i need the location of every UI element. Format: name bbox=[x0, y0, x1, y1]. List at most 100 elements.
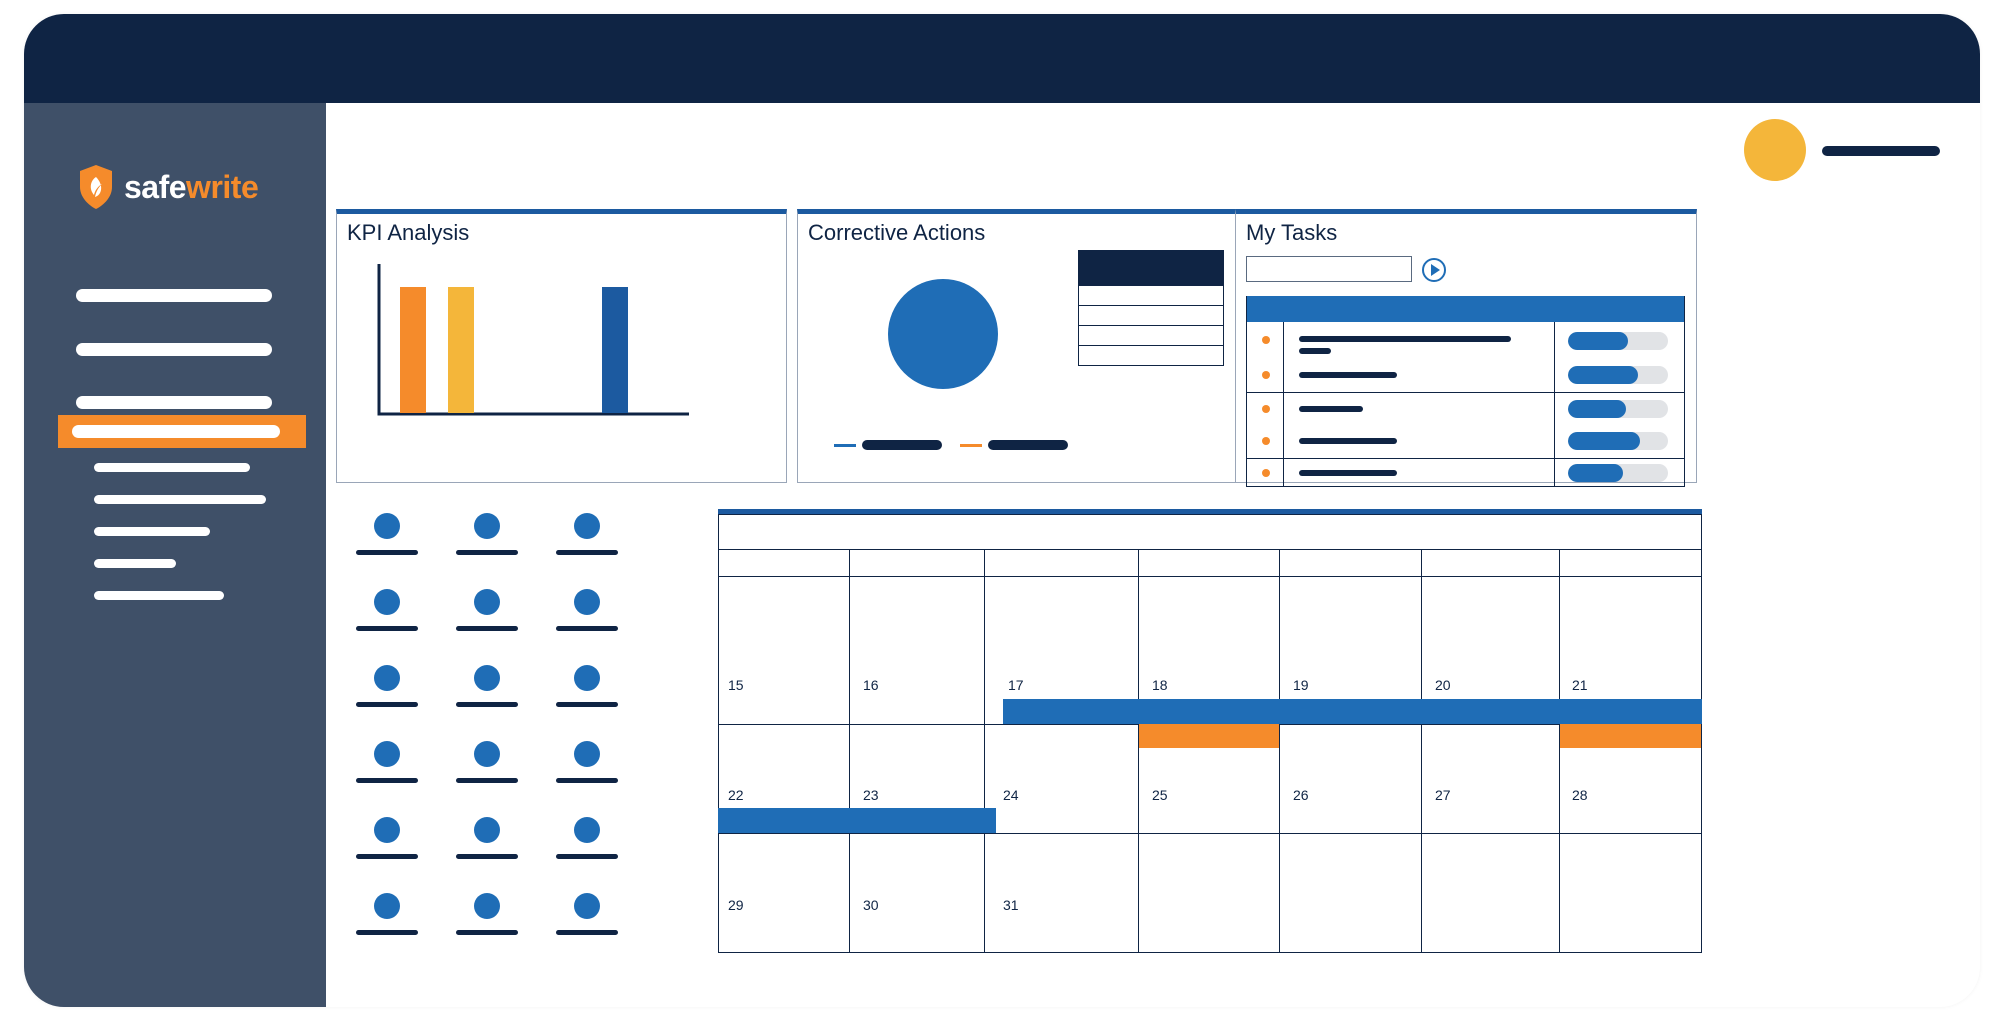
calendar-event-blue[interactable] bbox=[718, 808, 996, 833]
person-card[interactable] bbox=[456, 589, 518, 635]
calendar-day[interactable]: 27 bbox=[1435, 787, 1451, 803]
user-icon bbox=[574, 741, 600, 767]
calendar-day[interactable]: 28 bbox=[1572, 787, 1588, 803]
legend-label-placeholder bbox=[988, 440, 1068, 450]
calendar-day[interactable]: 19 bbox=[1293, 677, 1309, 693]
pie-slice[interactable] bbox=[888, 279, 998, 389]
task-status-dot bbox=[1262, 469, 1270, 477]
task-label-placeholder bbox=[1299, 406, 1363, 412]
calendar-day[interactable]: 17 bbox=[1008, 677, 1024, 693]
person-card[interactable] bbox=[556, 893, 618, 939]
task-progress-fill bbox=[1568, 464, 1623, 482]
person-card[interactable] bbox=[356, 589, 418, 635]
calendar-line bbox=[718, 576, 1702, 577]
table-row[interactable] bbox=[1078, 326, 1224, 346]
sidebar: safewrite bbox=[24, 103, 326, 1007]
calendar-day[interactable]: 18 bbox=[1152, 677, 1168, 693]
legend-item-1 bbox=[834, 440, 942, 450]
task-label-placeholder bbox=[1299, 438, 1397, 444]
person-card[interactable] bbox=[456, 817, 518, 863]
sidebar-item-3[interactable] bbox=[76, 396, 272, 409]
calendar-event-orange[interactable] bbox=[1139, 724, 1279, 748]
legend-label-placeholder bbox=[862, 440, 942, 450]
task-progress-fill bbox=[1568, 432, 1640, 450]
calendar-line bbox=[984, 549, 985, 952]
calendar-day[interactable]: 16 bbox=[863, 677, 879, 693]
corrective-actions-pie-chart bbox=[888, 279, 998, 389]
calendar-line bbox=[849, 549, 850, 952]
person-card[interactable] bbox=[556, 817, 618, 863]
person-card[interactable] bbox=[356, 741, 418, 787]
calendar-day[interactable]: 26 bbox=[1293, 787, 1309, 803]
person-name-placeholder bbox=[556, 778, 618, 783]
calendar-day[interactable]: 20 bbox=[1435, 677, 1451, 693]
person-card[interactable] bbox=[556, 589, 618, 635]
calendar-day[interactable]: 31 bbox=[1003, 897, 1019, 913]
task-progress-fill bbox=[1568, 332, 1628, 350]
sidebar-subitem-2[interactable] bbox=[94, 495, 266, 504]
person-name-placeholder bbox=[456, 778, 518, 783]
person-card[interactable] bbox=[356, 817, 418, 863]
sidebar-item-1[interactable] bbox=[76, 289, 272, 302]
sidebar-subitem-5[interactable] bbox=[94, 591, 224, 600]
sidebar-subitem-3[interactable] bbox=[94, 527, 210, 536]
play-icon bbox=[1431, 264, 1440, 276]
calendar-frame bbox=[718, 514, 1702, 953]
table-row[interactable] bbox=[1078, 286, 1224, 306]
person-card[interactable] bbox=[456, 665, 518, 711]
person-card[interactable] bbox=[456, 893, 518, 939]
calendar-day[interactable]: 15 bbox=[728, 677, 744, 693]
calendar-day[interactable]: 24 bbox=[1003, 787, 1019, 803]
user-icon bbox=[574, 513, 600, 539]
table-row[interactable] bbox=[1078, 346, 1224, 366]
corrective-actions-panel: Corrective Actions bbox=[797, 209, 1237, 483]
calendar-day[interactable]: 23 bbox=[863, 787, 879, 803]
shield-leaf-icon bbox=[80, 165, 112, 209]
user-avatar[interactable] bbox=[1744, 119, 1806, 181]
calendar-day[interactable]: 30 bbox=[863, 897, 879, 913]
person-card[interactable] bbox=[356, 513, 418, 559]
kpi-axis bbox=[377, 264, 689, 416]
person-card[interactable] bbox=[556, 741, 618, 787]
table-row[interactable] bbox=[1078, 306, 1224, 326]
task-label-placeholder bbox=[1299, 372, 1397, 378]
legend-swatch-blue bbox=[834, 443, 856, 447]
person-name-placeholder bbox=[456, 702, 518, 707]
person-card[interactable] bbox=[356, 893, 418, 939]
task-go-button[interactable] bbox=[1422, 258, 1446, 282]
title-bar bbox=[24, 14, 1980, 103]
calendar-line bbox=[1559, 549, 1560, 952]
person-card[interactable] bbox=[556, 665, 618, 711]
calendar-day[interactable]: 22 bbox=[728, 787, 744, 803]
calendar-event-blue[interactable] bbox=[1003, 699, 1702, 724]
user-icon bbox=[374, 893, 400, 919]
kpi-bar[interactable] bbox=[602, 287, 628, 413]
calendar-line bbox=[718, 833, 1702, 834]
task-row-divider bbox=[1247, 458, 1684, 459]
user-icon bbox=[374, 589, 400, 615]
sidebar-item-active-label bbox=[72, 425, 280, 438]
person-name-placeholder bbox=[456, 930, 518, 935]
person-card[interactable] bbox=[356, 665, 418, 711]
calendar-event-orange[interactable] bbox=[1560, 724, 1701, 748]
sidebar-item-active[interactable] bbox=[58, 415, 306, 448]
kpi-bar[interactable] bbox=[400, 287, 426, 413]
person-name-placeholder bbox=[456, 626, 518, 631]
calendar-day[interactable]: 29 bbox=[728, 897, 744, 913]
kpi-bar[interactable] bbox=[448, 287, 474, 413]
calendar-line bbox=[718, 549, 1702, 550]
person-card[interactable] bbox=[456, 513, 518, 559]
task-label-placeholder bbox=[1299, 336, 1511, 342]
user-icon bbox=[574, 589, 600, 615]
person-card[interactable] bbox=[556, 513, 618, 559]
person-name-placeholder bbox=[556, 854, 618, 859]
task-search-input[interactable] bbox=[1246, 256, 1412, 282]
person-card[interactable] bbox=[456, 741, 518, 787]
sidebar-subitem-4[interactable] bbox=[94, 559, 176, 568]
brand-logo[interactable]: safewrite bbox=[76, 163, 259, 211]
sidebar-subitem-1[interactable] bbox=[94, 463, 250, 472]
sidebar-item-2[interactable] bbox=[76, 343, 272, 356]
user-name-placeholder bbox=[1822, 146, 1940, 156]
calendar-day[interactable]: 21 bbox=[1572, 677, 1588, 693]
calendar-day[interactable]: 25 bbox=[1152, 787, 1168, 803]
